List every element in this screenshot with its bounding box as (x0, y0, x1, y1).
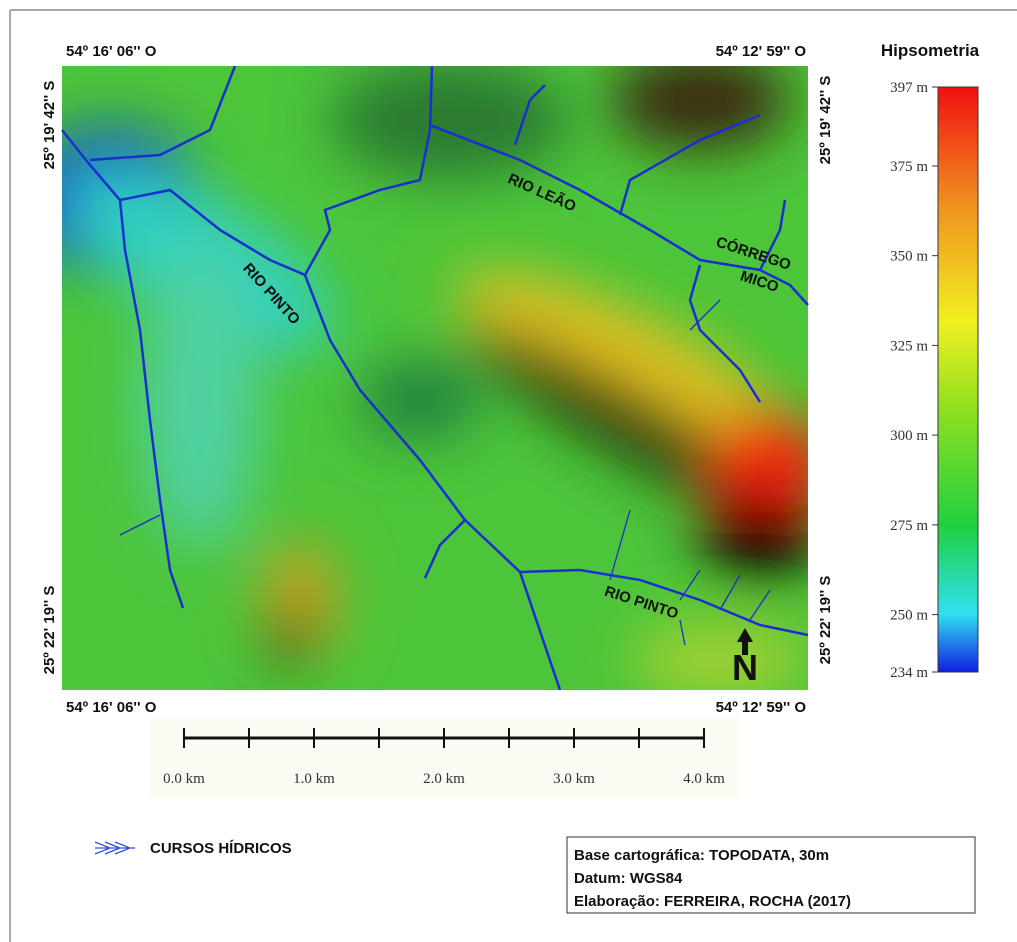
coord-label: 25º 19' 42'' S (817, 76, 834, 165)
coord-label: 54º 12' 59'' O (716, 43, 807, 60)
credits: Base cartográfica: TOPODATA, 30m Datum: … (567, 837, 975, 913)
scale-label: 0.0 km (163, 771, 205, 787)
scale-bar: 0.0 km 1.0 km 2.0 km 3.0 km 4.0 km (150, 718, 740, 798)
watercourse-key: CURSOS HÍDRICOS (95, 840, 292, 857)
credit-line: Datum: WGS84 (574, 870, 683, 887)
legend: Hipsometria 397 m 375 m 350 m 325 m 300 m 275… (881, 41, 980, 681)
credit-line: Base cartográfica: TOPODATA, 30m (574, 847, 829, 864)
scale-label: 1.0 km (293, 771, 335, 787)
north-label: N (732, 647, 758, 688)
coord-label: 25º 19' 42'' S (41, 81, 58, 170)
coord-label: 54º 16' 06'' O (66, 699, 157, 716)
map-page: N RIO LEÃO CÓRREGO MICO RIO PINTO RIO PI… (0, 0, 1017, 942)
scale-label: 2.0 km (423, 771, 465, 787)
coord-label: 54º 16' 06'' O (66, 43, 157, 60)
legend-tick-label: 350 m (890, 249, 928, 265)
coord-label: 25º 22' 19'' S (817, 576, 834, 665)
scale-label: 3.0 km (553, 771, 595, 787)
legend-title: Hipsometria (881, 41, 980, 60)
legend-tick-label: 325 m (890, 338, 928, 354)
legend-tick-label: 234 m (890, 665, 928, 681)
key-label: CURSOS HÍDRICOS (150, 840, 292, 857)
credit-line: Elaboração: FERREIRA, ROCHA (2017) (574, 893, 851, 910)
scale-label: 4.0 km (683, 771, 725, 787)
coord-label: 25º 22' 19'' S (41, 586, 58, 675)
legend-tick-label: 300 m (890, 428, 928, 444)
legend-tick-label: 275 m (890, 518, 928, 534)
legend-tick-label: 250 m (890, 608, 928, 624)
legend-tick-label: 397 m (890, 80, 928, 96)
legend-tick-label: 375 m (890, 159, 928, 175)
color-bar (938, 87, 978, 672)
coord-label: 54º 12' 59'' O (716, 699, 807, 716)
